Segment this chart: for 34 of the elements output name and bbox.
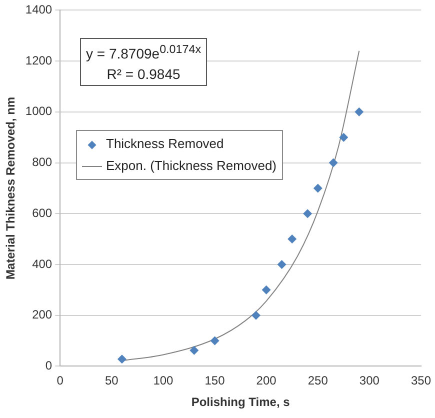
point (288, 234, 297, 244)
x-tick-label: 150 (204, 374, 226, 388)
point (117, 354, 126, 364)
point (303, 209, 312, 218)
y-tick-label: 0 (45, 358, 52, 373)
y-tick-label: 1000 (25, 104, 52, 118)
y-tick-label: 800 (32, 155, 52, 170)
x-tick-label: 0 (56, 374, 64, 388)
y-tick-label: 1200 (25, 53, 52, 68)
x-tick-label: 100 (153, 374, 174, 388)
x-tick-label: 200 (256, 374, 277, 388)
legend-label: Expon. (Thickness Removed) (105, 157, 277, 175)
y-tick-label: 600 (32, 206, 52, 220)
point (328, 158, 338, 168)
legend-label: Thickness Removed (105, 135, 225, 153)
x-tick-label: 50 (104, 374, 119, 388)
annotation: y = 7.8709e$^{0.0174x}$ (86, 42, 202, 64)
x-axis-title: Polishing Time, s (191, 395, 290, 410)
point (313, 184, 322, 193)
y-tick-label: 200 (32, 308, 52, 322)
x-tick-label: 300 (359, 374, 380, 388)
x-tick-label: 250 (308, 374, 328, 388)
x-tick-label: 350 (410, 374, 432, 388)
point (354, 107, 364, 116)
y-tick-label: 400 (32, 256, 52, 271)
point (190, 346, 199, 355)
y-axis-title: Material Thikness Removed, nm (4, 96, 18, 280)
point (210, 336, 220, 346)
point (339, 132, 348, 142)
point (262, 285, 271, 294)
y-tick-label: 1400 (25, 2, 52, 17)
point (252, 310, 261, 320)
annotation: R² = 0.9845 (106, 64, 182, 84)
point (277, 260, 286, 269)
